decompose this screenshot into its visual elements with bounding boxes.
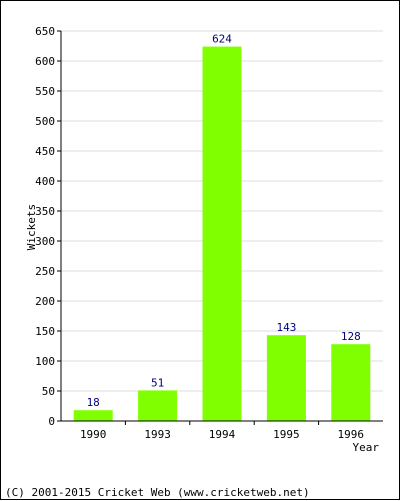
bar-1995 bbox=[266, 335, 306, 421]
x-tick-label: 1990 bbox=[80, 428, 107, 441]
y-tick-label: 450 bbox=[35, 145, 55, 158]
y-tick-label: 600 bbox=[35, 55, 55, 68]
y-tick-label: 500 bbox=[35, 115, 55, 128]
y-tick-label: 50 bbox=[42, 385, 55, 398]
y-tick-label: 250 bbox=[35, 265, 55, 278]
bars bbox=[73, 46, 371, 421]
data-label-1993: 51 bbox=[151, 376, 164, 389]
x-tick-labels: 1990 1993 1994 1995 1996 bbox=[80, 428, 364, 441]
bar-1993 bbox=[138, 390, 178, 421]
y-tick-label: 0 bbox=[48, 415, 55, 428]
x-axis-label: Year bbox=[353, 441, 380, 454]
axes bbox=[57, 30, 383, 425]
bar-1994 bbox=[202, 46, 242, 421]
y-tick-label: 200 bbox=[35, 295, 55, 308]
x-tick-label: 1995 bbox=[273, 428, 300, 441]
data-label-1996: 128 bbox=[341, 330, 361, 343]
y-tick-label: 150 bbox=[35, 325, 55, 338]
y-tick-label: 350 bbox=[35, 205, 55, 218]
x-tick-label: 1996 bbox=[338, 428, 365, 441]
data-label-1994: 624 bbox=[212, 33, 232, 46]
y-axis-label: Wickets bbox=[25, 204, 38, 250]
y-tick-label: 400 bbox=[35, 175, 55, 188]
y-tick-labels: 0 50 100 150 200 250 300 350 400 450 500 550 600 650 bbox=[35, 25, 55, 428]
y-tick-label: 650 bbox=[35, 25, 55, 38]
y-tick-label: 100 bbox=[35, 355, 55, 368]
bar-1990 bbox=[73, 410, 113, 421]
copyright-footer: (C) 2001-2015 Cricket Web (www.cricketwe… bbox=[5, 486, 310, 499]
x-tick-label: 1993 bbox=[144, 428, 171, 441]
data-labels: 18 51 624 143 128 bbox=[87, 33, 361, 410]
y-tick-label: 550 bbox=[35, 85, 55, 98]
x-tick-label: 1994 bbox=[209, 428, 236, 441]
data-label-1990: 18 bbox=[87, 396, 100, 409]
y-tick-label: 300 bbox=[35, 235, 55, 248]
bar-1996 bbox=[331, 344, 371, 421]
data-label-1995: 143 bbox=[276, 321, 296, 334]
